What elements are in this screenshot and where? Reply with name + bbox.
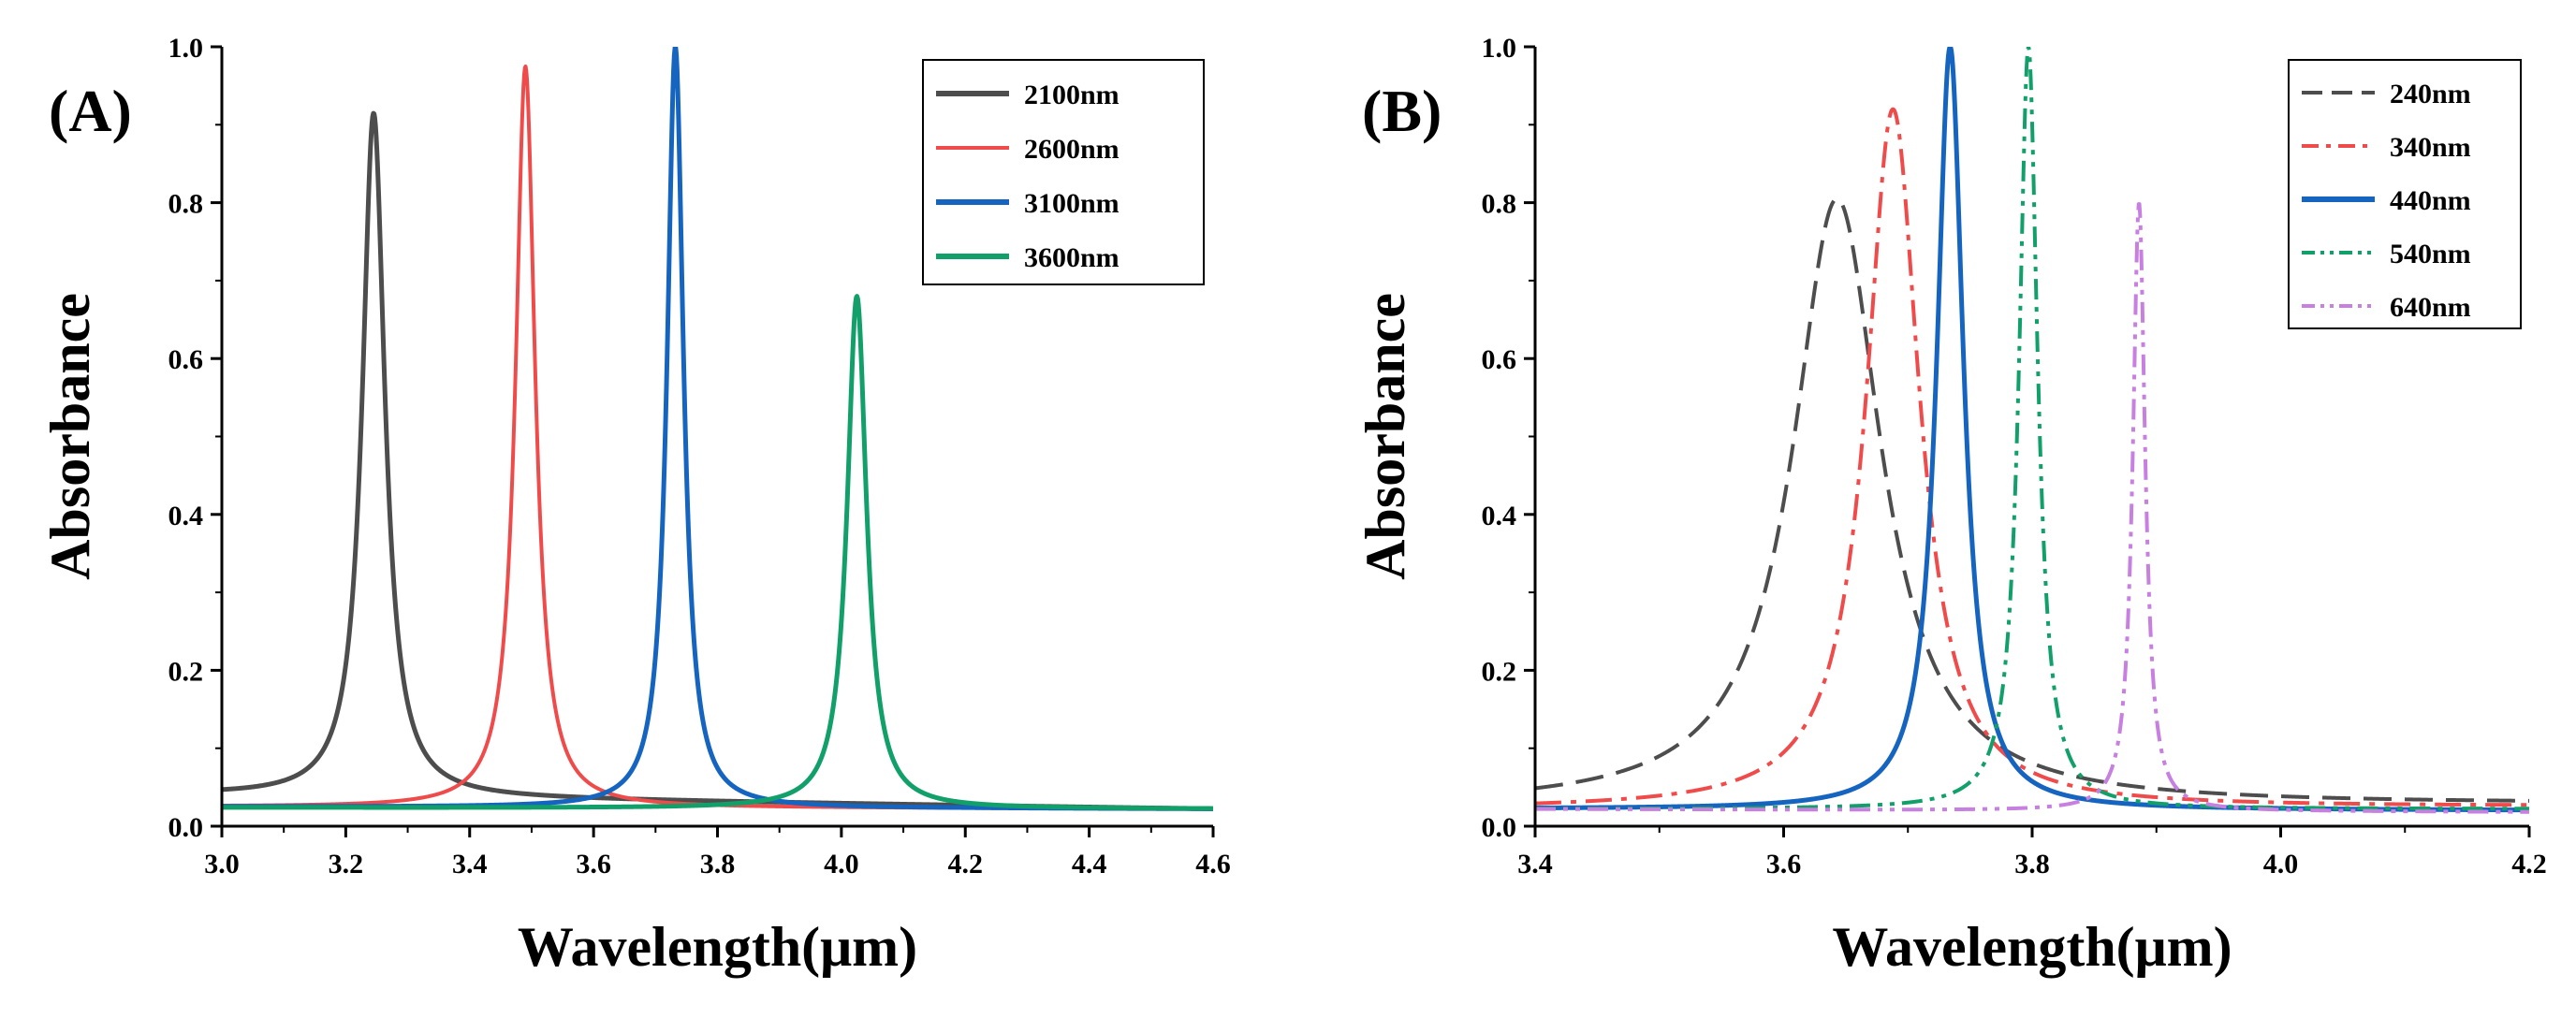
x-axis-title: Wavelength(μm) (518, 916, 917, 978)
x-tick-label: 3.6 (576, 849, 611, 880)
x-tick-label: 3.8 (2014, 849, 2050, 880)
chart-panel-a: 3.0 3.2 3.4 3.6 3.8 4.0 4.2 4.4 4.6 0.0 0.2 0.4 0.6 0… (39, 33, 1231, 978)
legend-label-240nm: 240nm (2390, 79, 2471, 109)
legend-label-340nm: 340nm (2390, 132, 2471, 163)
legend-label-2600nm: 2600nm (1024, 134, 1120, 165)
x-tick-label: 3.4 (452, 849, 488, 880)
y-tick-label: 0.8 (168, 189, 204, 220)
legend: 240nm 340nm 440nm 540nm 640nm (2288, 59, 2522, 329)
x-tick-label: 4.0 (2263, 849, 2299, 880)
legend-label-440nm: 440nm (2390, 185, 2471, 216)
x-tick-label: 3.8 (700, 849, 736, 880)
legend-box (922, 59, 1205, 285)
y-tick-label: 0.6 (1482, 344, 1517, 375)
y-tick-label: 0.2 (168, 656, 204, 687)
x-tick-label: 4.6 (1195, 849, 1231, 880)
series-line-640nm (1535, 202, 2529, 814)
y-tick-label: 0.0 (1482, 812, 1517, 843)
y-tick-label: 0.0 (168, 812, 204, 843)
series-line-3600nm (222, 294, 1213, 811)
x-tick-label: 4.2 (2511, 849, 2547, 880)
x-tick-label: 3.4 (1517, 849, 1553, 880)
x-axis-title: Wavelength(μm) (1832, 916, 2232, 978)
x-tick-label: 4.4 (1072, 849, 1107, 880)
y-tick-label: 0.8 (1482, 189, 1517, 220)
y-tick-label: 0.2 (1482, 656, 1517, 687)
x-tick-label: 3.2 (329, 849, 364, 880)
legend-label-2100nm: 2100nm (1024, 80, 1120, 110)
legend-box (2288, 59, 2522, 329)
x-tick-label: 4.2 (948, 849, 984, 880)
y-tick-label: 1.0 (168, 33, 204, 64)
chart-panel-b: 3.4 3.6 3.8 4.0 4.2 0.0 0.2 0.4 0.6 0.8 1.0 Wavelen… (1354, 33, 2547, 978)
legend-label-3100nm: 3100nm (1024, 188, 1120, 219)
y-tick-label: 0.6 (168, 344, 204, 375)
legend-label-640nm: 640nm (2390, 292, 2471, 323)
panel-label: (A) (49, 78, 132, 144)
y-tick-label: 1.0 (1482, 33, 1517, 64)
series-group (222, 47, 1213, 811)
y-tick-label: 0.4 (168, 501, 204, 531)
y-tick-label: 0.4 (1482, 501, 1517, 531)
legend-label-3600nm: 3600nm (1024, 242, 1120, 273)
x-tick-label: 4.0 (824, 849, 859, 880)
y-axis-title: Absorbance (39, 293, 101, 580)
series-line-240nm (1535, 196, 2529, 803)
panel-label: (B) (1362, 78, 1442, 144)
y-axis-title: Absorbance (1354, 293, 1416, 580)
legend: 2100nm 2600nm 3100nm 3600nm (922, 59, 1205, 285)
series-group (1535, 47, 2529, 814)
legend-label-540nm: 540nm (2390, 239, 2471, 269)
series-line-340nm (1535, 107, 2529, 807)
x-tick-label: 3.0 (204, 849, 240, 880)
x-tick-label: 3.6 (1766, 849, 1802, 880)
